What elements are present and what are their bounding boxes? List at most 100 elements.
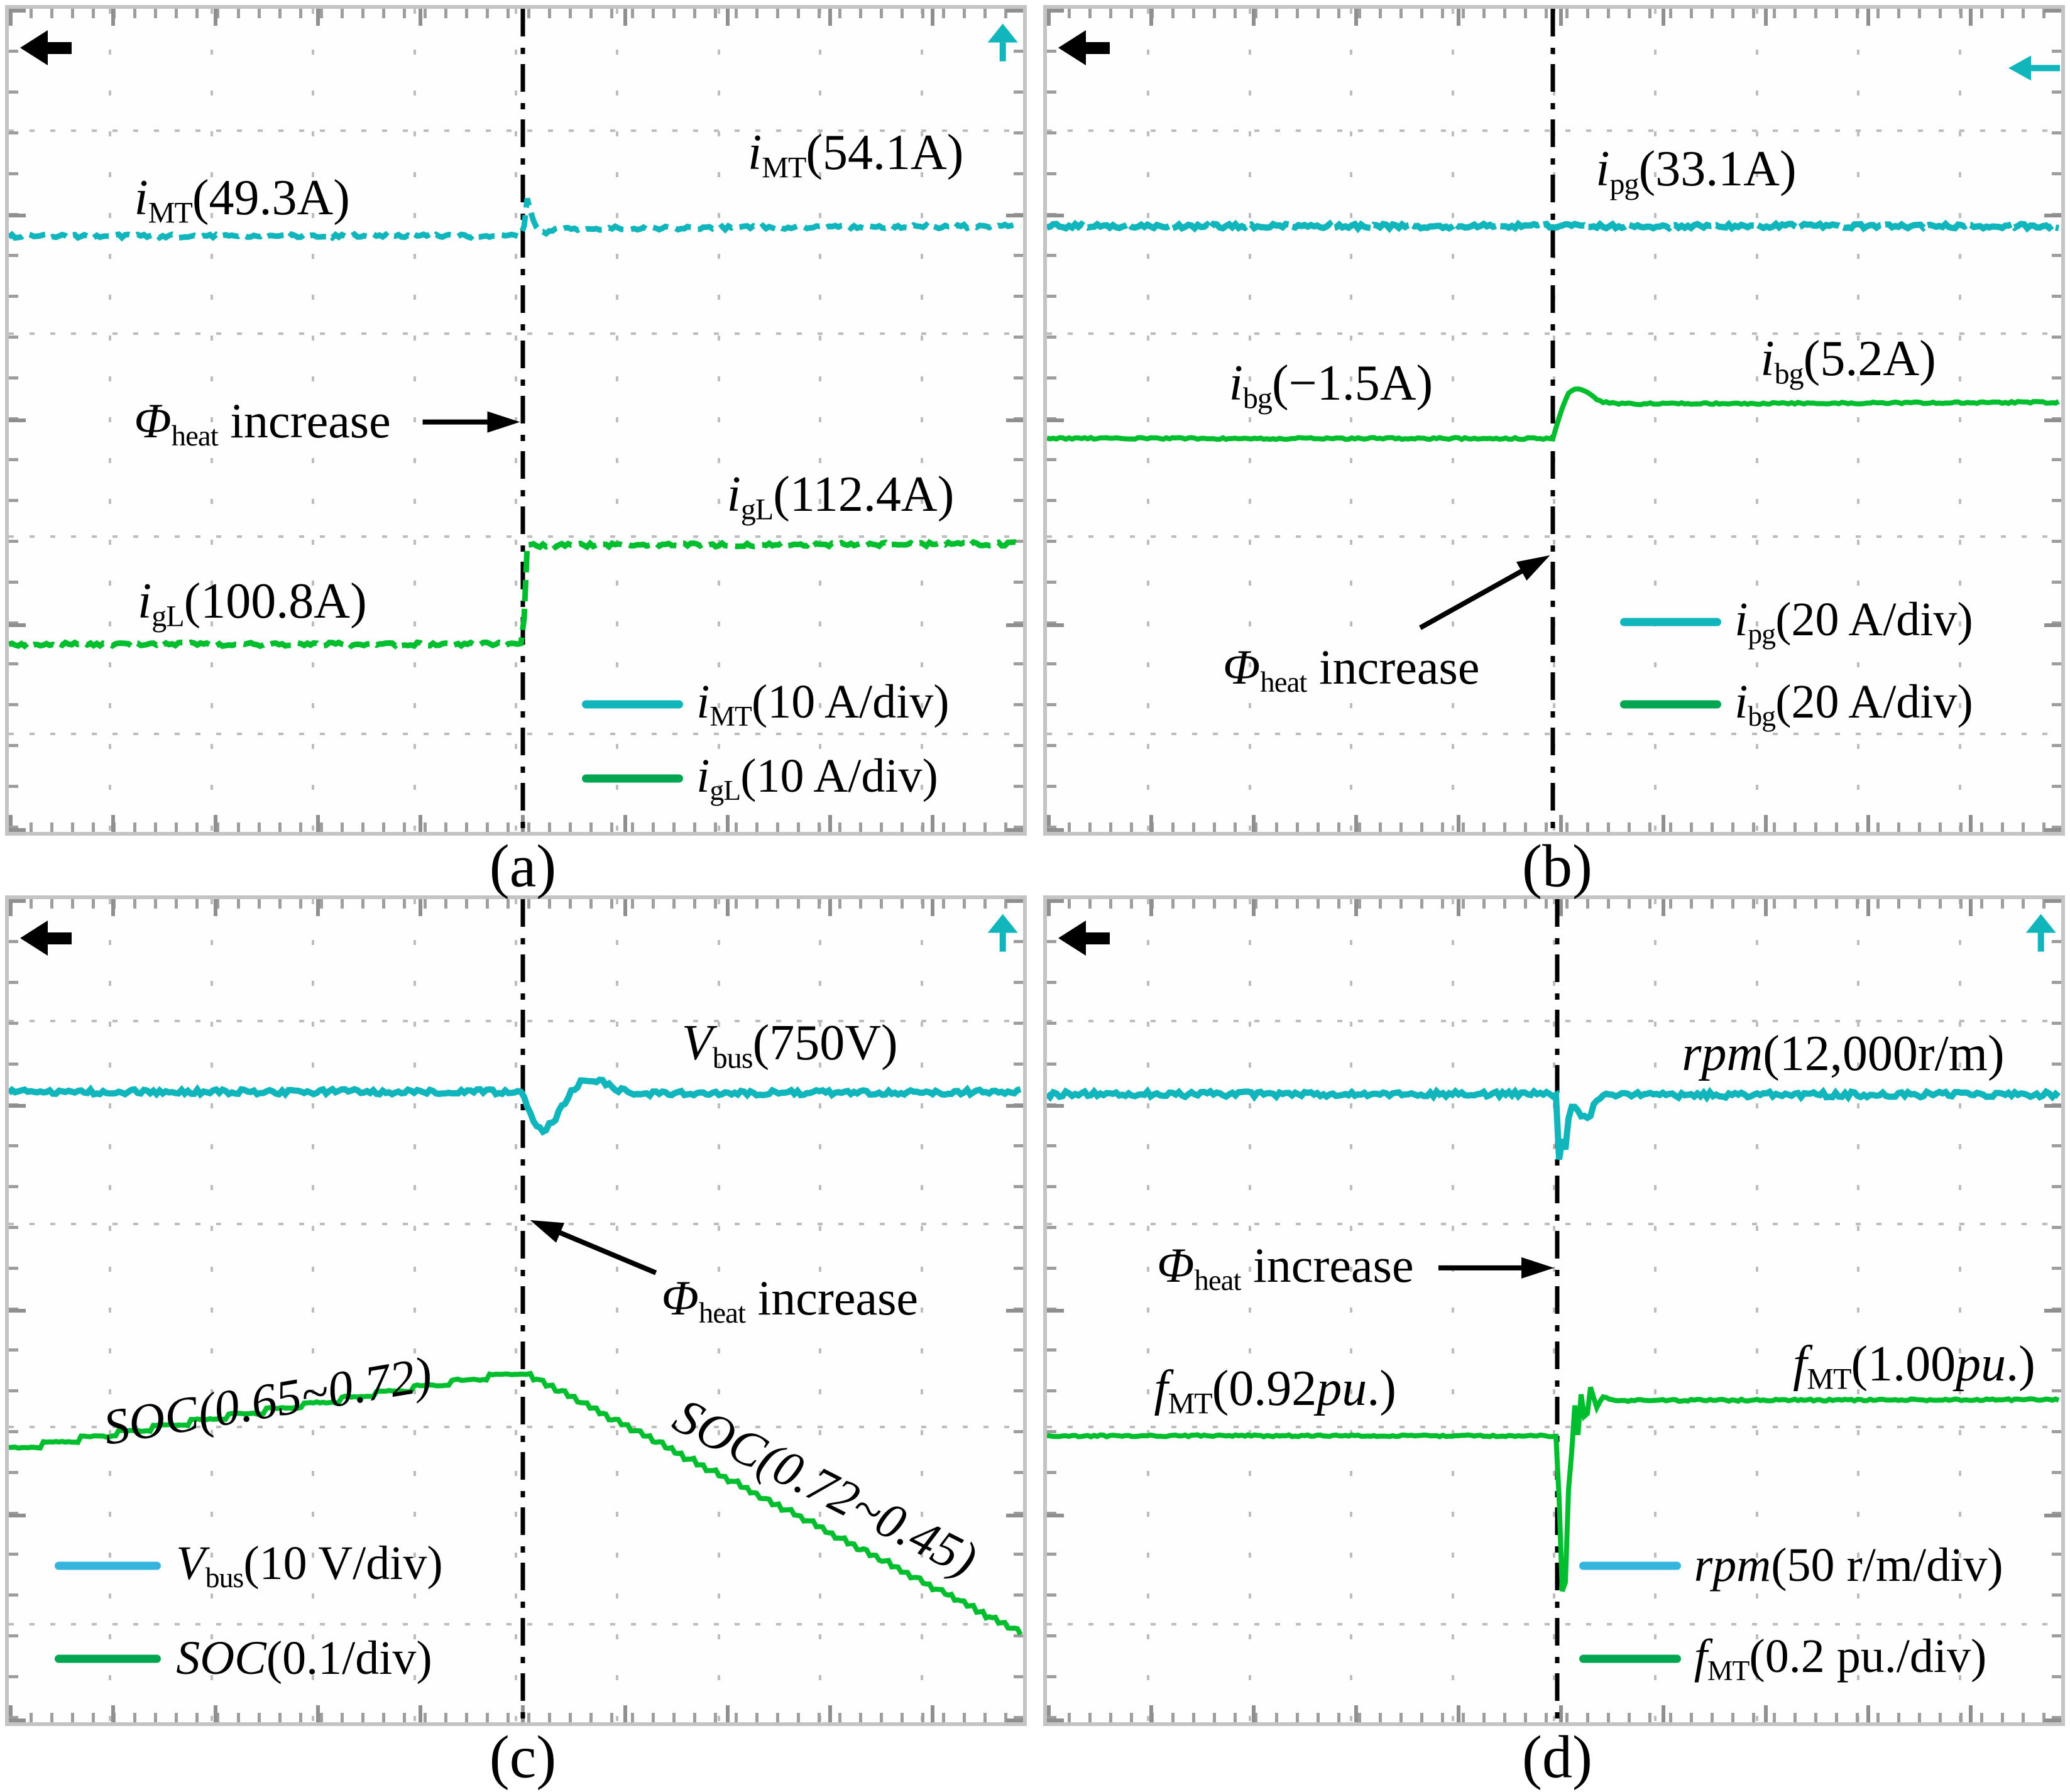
edge-ticks-bottom-major xyxy=(1047,1705,2061,1722)
event-time-line xyxy=(1550,9,1555,832)
channel-marker-stem xyxy=(2031,65,2061,72)
grid-vline xyxy=(1451,899,1454,1722)
event-time-line xyxy=(520,9,525,832)
grid-vline xyxy=(1553,899,1555,1722)
edge-ticks-top-major xyxy=(1047,899,2061,916)
grid-vline xyxy=(1755,9,1758,832)
legend-igl-label: igL(10 A/div) xyxy=(696,750,938,806)
grid-vline xyxy=(1654,899,1657,1722)
grid-vline xyxy=(1958,899,1961,1722)
imt-after-label: iMT(54.1A) xyxy=(747,125,964,185)
trace-i-pg xyxy=(1047,219,2059,234)
edge-ticks-right-major xyxy=(2044,899,2061,1722)
panel-c-scope: Vbus(750V) SOC(0.65~0.72) SOC(0.72~0.45) Φh… xyxy=(5,895,1027,1726)
grid-vline xyxy=(717,899,720,1722)
annotation-arrow-head xyxy=(1521,1257,1554,1279)
trace-i-bg xyxy=(1047,386,2060,442)
trace-soc xyxy=(9,1370,1023,1636)
legend-fmt-swatch xyxy=(1579,1654,1681,1663)
channel-marker-stem xyxy=(999,932,1006,952)
grid-hline xyxy=(9,1623,1023,1626)
legend-rpm-swatch xyxy=(1579,1561,1681,1570)
grid-vline xyxy=(1147,899,1150,1722)
grid-vline xyxy=(312,899,315,1722)
phi-heat-increase-annotation: Φheat increase xyxy=(661,1270,919,1330)
legend-vbus-swatch xyxy=(54,1561,162,1570)
grid-vline xyxy=(210,899,213,1722)
edge-ticks-top-major xyxy=(9,899,1023,916)
grid-vline xyxy=(413,899,416,1722)
waveform-svg xyxy=(9,914,1023,1636)
grid-hline xyxy=(9,332,1023,336)
legend-ipg-swatch xyxy=(1619,618,1722,626)
grid-vline xyxy=(1857,899,1860,1722)
grid-vline xyxy=(1248,9,1251,832)
caption-a: (a) xyxy=(489,832,557,900)
caption-b: (b) xyxy=(1522,832,1592,900)
legend-soc-swatch xyxy=(54,1654,162,1663)
channel-marker-icon xyxy=(2008,55,2032,81)
edge-ticks-right-major xyxy=(2044,9,2061,832)
grid-vline xyxy=(1958,9,1961,832)
grid-vline xyxy=(1451,9,1454,832)
edge-ticks-left-major xyxy=(9,9,26,832)
grid-hline xyxy=(1047,1019,2061,1022)
grid-vline xyxy=(413,9,416,832)
annotation-arrow-shaft xyxy=(549,1226,657,1276)
edge-ticks-right-major xyxy=(1006,899,1023,1722)
legend-imt-label: iMT(10 A/div) xyxy=(696,675,950,732)
grid-hline xyxy=(1047,1623,2061,1626)
grid-vline xyxy=(920,9,923,832)
caption-c: (c) xyxy=(489,1723,557,1791)
grid-vline xyxy=(312,9,315,832)
fmt-before-label: fMT(0.92pu.) xyxy=(1154,1361,1396,1421)
grid-vline xyxy=(210,9,213,832)
legend-ibg-label: ibg(20 A/div) xyxy=(1734,675,1973,732)
igl-after-label: igL(112.4A) xyxy=(726,466,955,527)
event-time-line xyxy=(1555,899,1560,1722)
edge-ticks-left-major xyxy=(1047,9,1064,832)
vbus-label: Vbus(750V) xyxy=(681,1015,898,1075)
legend-imt-swatch xyxy=(581,700,684,709)
edge-ticks-bottom-major xyxy=(9,1705,1023,1722)
grid-vline xyxy=(616,899,619,1722)
trigger-marker-icon xyxy=(1058,30,1110,65)
grid-vline xyxy=(1755,899,1758,1722)
grid-hline xyxy=(9,1223,1023,1226)
grid-vline xyxy=(515,9,517,832)
channel-marker-icon xyxy=(987,914,1018,933)
grid-vline xyxy=(515,899,517,1722)
annotation-arrow-shaft xyxy=(1419,563,1533,630)
grid-vline xyxy=(1248,899,1251,1722)
legend-ibg-swatch xyxy=(1619,700,1722,709)
trace-v-bus xyxy=(9,1076,1022,1136)
caption-d: (d) xyxy=(1522,1723,1592,1791)
annotation-arrow-head xyxy=(487,411,520,433)
edge-ticks-left-major xyxy=(9,899,26,1722)
grid-hline xyxy=(9,733,1023,736)
ibg-after-label: ibg(5.2A) xyxy=(1760,331,1936,391)
annotation-arrow-head xyxy=(530,1220,565,1243)
trace-i-mt xyxy=(9,197,1022,242)
waveform-svg xyxy=(1047,30,2061,630)
ipg-label: ipg(33.1A) xyxy=(1596,141,1797,201)
channel-marker-stem xyxy=(999,42,1006,62)
grid-hline xyxy=(9,535,1023,538)
legend-igl-swatch xyxy=(581,774,684,783)
trace-f-mt xyxy=(1047,1386,2060,1592)
legend-ipg-label: ipg(20 A/div) xyxy=(1734,593,1973,650)
trace-i-gl xyxy=(9,538,1022,650)
grid-vline xyxy=(109,9,112,832)
channel-marker-icon xyxy=(987,23,1018,43)
igl-before-label: igL(100.8A) xyxy=(138,574,367,633)
trigger-marker-icon xyxy=(20,30,72,65)
grid-vline xyxy=(1350,9,1353,832)
grid-hline xyxy=(9,129,1023,132)
grid-vline xyxy=(1147,9,1150,832)
grid-hline xyxy=(9,1019,1023,1022)
rpm-label: rpm(12,000r/m) xyxy=(1682,1026,2005,1082)
grid-vline xyxy=(1857,9,1860,832)
phi-heat-increase-annotation: Φheat increase xyxy=(1222,639,1480,699)
grid-vline xyxy=(109,899,112,1722)
annotation-arrow-head xyxy=(1516,555,1550,581)
